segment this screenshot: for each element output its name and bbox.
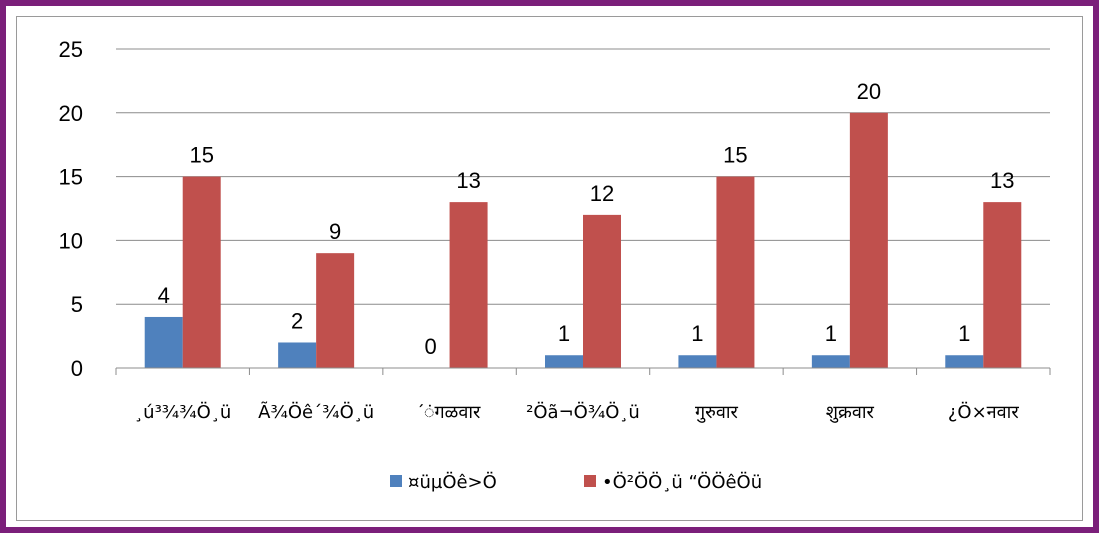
bar: [583, 214, 621, 368]
bar: [716, 176, 755, 368]
bar: [849, 112, 888, 368]
bar: [983, 202, 1022, 368]
bar: [545, 355, 583, 368]
y-tick-label: 0: [71, 356, 83, 381]
data-label: 1: [958, 321, 970, 346]
data-label: 2: [291, 308, 303, 333]
x-tick-label: Ã¾Öê´¾Ö¸ü: [258, 401, 374, 423]
y-tick-label: 20: [59, 101, 83, 126]
y-tick-label: 25: [59, 37, 83, 62]
x-axis: ¸ú³¾¾Ö¸ü Ã¾Öê´¾Ö¸ü ´ंगळवार ²Öã¬Ö¾Ö¸ü गुरुवार…: [115, 367, 1051, 423]
data-label: 13: [456, 168, 480, 193]
y-axis-ticks: 0 5 10 15 20 25: [59, 37, 83, 381]
legend-entry: ¤üµÖê>Ö: [408, 471, 497, 493]
legend-swatch: [390, 475, 402, 487]
y-tick-label: 10: [59, 228, 83, 253]
x-tick-label: शुक्रवार: [826, 402, 875, 423]
x-tick-label: ´ंगळवार: [419, 402, 481, 423]
data-labels: 4 15 2 9 0 13 1 12 1 15 1 20 1 13: [158, 79, 1015, 359]
legend-entry: •Ö²ÖÖ¸ü “ÖÖêÖü: [602, 471, 762, 493]
data-label: 9: [329, 219, 341, 244]
bar: [278, 342, 317, 368]
legend: ¤üµÖê>Ö •Ö²ÖÖ¸ü “ÖÖêÖü: [390, 471, 762, 493]
bar: [811, 355, 850, 368]
x-tick-label: गुरुवार: [695, 402, 739, 423]
data-label: 13: [990, 168, 1014, 193]
bar: [449, 202, 488, 368]
bar: [945, 355, 984, 368]
bar: [182, 176, 221, 368]
data-label: 1: [825, 321, 837, 346]
y-tick-label: 15: [59, 165, 83, 190]
data-label: 12: [590, 181, 614, 206]
data-label: 1: [558, 321, 570, 346]
data-label: 15: [189, 143, 213, 168]
x-tick-label: ²Öã¬Ö¾Ö¸ü: [526, 401, 640, 423]
data-label: 20: [857, 79, 881, 104]
bars: [144, 112, 1022, 368]
x-tick-label: ¸ú³¾¾Ö¸ü: [134, 401, 231, 423]
y-tick-label: 5: [71, 292, 83, 317]
bar: [144, 316, 183, 368]
data-label: 1: [691, 321, 703, 346]
bar: [316, 253, 355, 368]
data-label: 0: [424, 334, 436, 359]
legend-swatch: [584, 475, 596, 487]
data-label: 4: [158, 283, 170, 308]
data-label: 15: [723, 143, 747, 168]
bar: [678, 355, 717, 368]
x-tick-label: ¿Ö×नवार: [948, 401, 1019, 423]
